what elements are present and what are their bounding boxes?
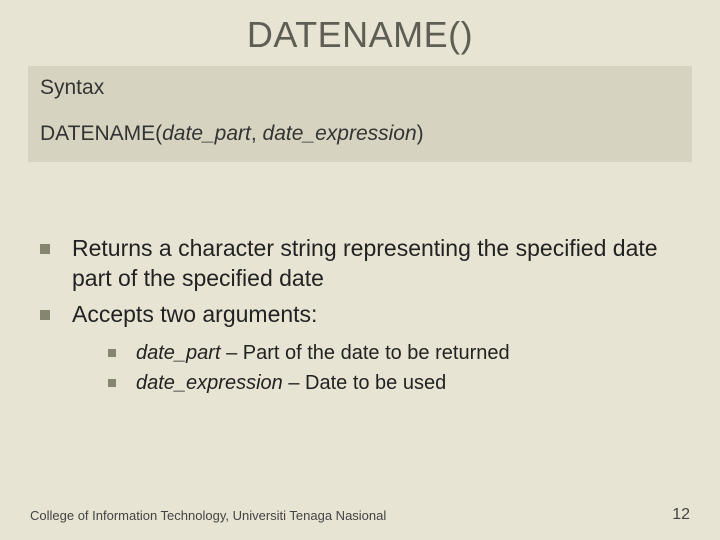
syntax-arg2: date_expression <box>263 122 417 145</box>
slide: DATENAME() Syntax DATENAME(date_part, da… <box>0 0 720 540</box>
sub-bullet-list: date_part – Part of the date to be retur… <box>108 340 680 396</box>
sub-desc: – Date to be used <box>283 372 446 394</box>
syntax-code: DATENAME(date_part, date_expression) <box>40 122 680 146</box>
syntax-box: Syntax DATENAME(date_part, date_expressi… <box>28 66 692 162</box>
bullet-square-icon <box>108 379 116 387</box>
sub-bullet-item: date_part – Part of the date to be retur… <box>108 340 680 366</box>
sub-bullet-text: date_expression – Date to be used <box>136 370 446 396</box>
bullet-square-icon <box>40 244 50 254</box>
bullet-item: Returns a character string representing … <box>40 234 680 294</box>
syntax-close: ) <box>417 122 424 145</box>
bullet-square-icon <box>108 349 116 357</box>
syntax-label: Syntax <box>40 76 680 100</box>
sub-bullet-item: date_expression – Date to be used <box>108 370 680 396</box>
bullet-text: Accepts two arguments: <box>72 300 317 330</box>
slide-title: DATENAME() <box>0 0 720 66</box>
bullet-square-icon <box>40 310 50 320</box>
page-number: 12 <box>672 506 690 524</box>
bullet-list: Returns a character string representing … <box>40 234 680 330</box>
sub-term: date_part <box>136 342 221 364</box>
syntax-fn: DATENAME( <box>40 122 162 145</box>
syntax-sep: , <box>251 122 263 145</box>
bullet-text: Returns a character string representing … <box>72 234 680 294</box>
footer: College of Information Technology, Unive… <box>30 506 690 524</box>
footer-text: College of Information Technology, Unive… <box>30 508 386 523</box>
bullet-item: Accepts two arguments: <box>40 300 680 330</box>
syntax-arg1: date_part <box>162 122 251 145</box>
body-content: Returns a character string representing … <box>0 162 720 396</box>
sub-desc: – Part of the date to be returned <box>221 342 510 364</box>
sub-term: date_expression <box>136 372 283 394</box>
sub-bullet-text: date_part – Part of the date to be retur… <box>136 340 510 366</box>
